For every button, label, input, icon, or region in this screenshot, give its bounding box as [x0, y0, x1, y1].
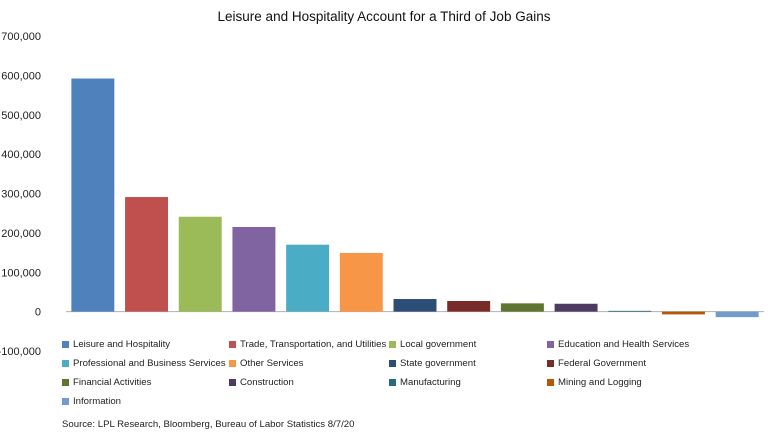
bar	[339, 252, 383, 312]
legend-label: Trade, Transportation, and Utilities	[240, 339, 387, 350]
legend-swatch	[229, 341, 236, 348]
y-tick-label: 700,000	[1, 31, 41, 43]
y-tick-label: 200,000	[1, 228, 41, 240]
legend-label: Professional and Business Services	[73, 358, 226, 369]
y-tick-label: 400,000	[1, 149, 41, 161]
bar	[554, 303, 598, 312]
legend-swatch	[389, 379, 396, 386]
bar	[661, 311, 705, 315]
legend-swatch	[547, 341, 554, 348]
bar	[71, 78, 115, 312]
y-tick-label: 600,000	[1, 70, 41, 82]
legend-label: State government	[400, 358, 476, 369]
y-tick-label: -100,000	[0, 346, 41, 358]
bar	[447, 300, 491, 312]
legend-swatch	[62, 398, 69, 405]
legend-label: Financial Activities	[73, 377, 152, 388]
legend-item: Mining and Logging	[547, 377, 642, 388]
legend-label: Federal Government	[558, 358, 646, 369]
bar	[500, 303, 544, 312]
chart-title: Leisure and Hospitality Account for a Th…	[217, 9, 551, 24]
legend-label: Manufacturing	[400, 377, 461, 388]
legend-item: Professional and Business Services	[62, 358, 226, 369]
bar	[125, 197, 169, 312]
y-tick-label: 100,000	[1, 267, 41, 279]
legend-swatch	[389, 360, 396, 367]
legend-swatch	[62, 341, 69, 348]
legend-item: Federal Government	[547, 358, 646, 369]
legend-item: Education and Health Services	[547, 339, 689, 350]
legend-item: Financial Activities	[62, 377, 151, 388]
legend-item: Other Services	[229, 358, 303, 369]
bar	[286, 244, 330, 312]
y-tick-label: 300,000	[1, 189, 41, 201]
y-tick-label: 0	[35, 307, 41, 319]
legend-item: Trade, Transportation, and Utilities	[229, 339, 386, 350]
bar	[608, 310, 652, 312]
bar	[393, 299, 437, 312]
legend-label: Construction	[240, 377, 294, 388]
y-tick-label: 500,000	[1, 110, 41, 122]
bar	[178, 216, 222, 312]
legend-label: Information	[73, 396, 121, 407]
bar	[715, 311, 759, 318]
legend-item: Information	[62, 396, 121, 407]
legend-swatch	[389, 341, 396, 348]
legend-swatch	[229, 379, 236, 386]
source-note: Source: LPL Research, Bloomberg, Bureau …	[62, 419, 355, 430]
legend-item: Leisure and Hospitality	[62, 339, 170, 350]
legend-swatch	[62, 360, 69, 367]
legend-swatch	[547, 379, 554, 386]
legend-item: State government	[389, 358, 476, 369]
legend-swatch	[62, 379, 69, 386]
legend-label: Leisure and Hospitality	[73, 339, 171, 350]
legend-item: Manufacturing	[389, 377, 461, 388]
legend-label: Education and Health Services	[558, 339, 690, 350]
bar	[232, 226, 276, 312]
legend-label: Mining and Logging	[558, 377, 642, 388]
legend-swatch	[229, 360, 236, 367]
legend-item: Local government	[389, 339, 476, 350]
legend-swatch	[547, 360, 554, 367]
legend-item: Construction	[229, 377, 294, 388]
legend-label: Local government	[400, 339, 477, 350]
legend-label: Other Services	[240, 358, 304, 369]
